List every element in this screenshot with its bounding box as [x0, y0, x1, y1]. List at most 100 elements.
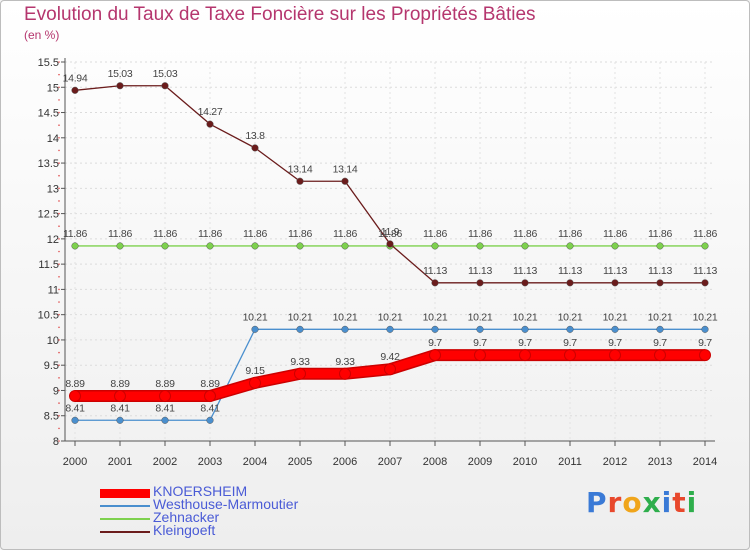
y-minor-dot [58, 364, 60, 367]
data-label: 11.86 [153, 228, 177, 240]
data-point [656, 325, 664, 333]
data-label: 11.86 [693, 228, 717, 240]
y-minor-dot [58, 427, 60, 430]
series-layer [69, 82, 711, 424]
y-minor-dot [58, 326, 60, 329]
y-minor-dot [58, 351, 60, 354]
y-minor-dot [58, 402, 60, 404]
data-point [296, 177, 304, 185]
legend-swatch [100, 488, 150, 498]
data-label: 9.42 [380, 351, 400, 363]
y-minor-dot [58, 250, 60, 253]
data-label: 11.86 [378, 228, 402, 240]
y-minor-dot [58, 162, 60, 164]
data-label: 11.13 [468, 265, 492, 277]
data-label: 11.13 [558, 265, 582, 277]
data-label: 10.21 [378, 311, 403, 323]
y-minor-dot [58, 111, 60, 114]
data-label: 10.21 [603, 311, 628, 323]
x-tick-label: 2000 [63, 456, 87, 468]
data-point [519, 349, 531, 362]
data-point [161, 82, 169, 90]
y-minor-dot [58, 73, 60, 76]
data-point [71, 242, 79, 250]
x-tick-label: 2008 [423, 456, 447, 468]
data-label: 9.33 [290, 356, 310, 368]
y-tick-label: 9.5 [44, 360, 59, 372]
data-label: 10.21 [468, 311, 493, 323]
y-tick-label: 13.5 [38, 158, 59, 170]
legend-swatch [100, 505, 150, 507]
data-label: 13.14 [288, 163, 313, 175]
data-label: 10.21 [333, 311, 358, 323]
data-label: 14.27 [198, 106, 223, 118]
data-label: 9.7 [698, 337, 712, 349]
data-label: 8.41 [200, 402, 220, 414]
data-point [656, 279, 664, 287]
data-point [114, 390, 126, 403]
data-point [476, 242, 484, 250]
y-tick-label: 10 [47, 335, 59, 347]
legend-swatch [100, 518, 150, 520]
data-point [431, 242, 439, 250]
data-point [701, 242, 709, 250]
data-point [69, 390, 81, 403]
y-minor-dot [58, 389, 60, 392]
data-point [116, 242, 124, 250]
y-minor-dot [58, 124, 60, 126]
logo-letter: t [672, 486, 687, 519]
y-minor-dot [58, 339, 60, 341]
data-point [609, 349, 621, 362]
y-tick-label: 15 [47, 82, 59, 94]
x-tick-label: 2010 [513, 456, 537, 468]
y-minor-dot [58, 301, 60, 303]
data-point [294, 367, 306, 380]
data-point [654, 349, 666, 362]
x-tick-label: 2011 [558, 456, 582, 468]
data-label: 11.86 [648, 228, 672, 240]
data-label: 11.13 [648, 265, 672, 277]
data-point [159, 390, 171, 403]
data-point [161, 242, 169, 250]
data-point [474, 349, 486, 362]
data-label: 8.89 [110, 378, 130, 390]
y-minor-dot [58, 149, 60, 152]
legend-label: Westhouse-Marmoutier [153, 496, 299, 512]
y-tick-label: 12 [47, 234, 59, 246]
data-point [431, 279, 439, 287]
data-label: 13.14 [333, 163, 358, 175]
y-minor-dot [58, 275, 60, 278]
logo-letter: r [607, 486, 623, 519]
logo-letter: i [661, 486, 673, 519]
data-point [429, 349, 441, 362]
legend-label: Zehnacker [153, 509, 220, 525]
y-tick-label: 8.5 [44, 411, 59, 423]
data-point [699, 349, 711, 362]
y-minor-dot [58, 61, 60, 63]
data-point [476, 279, 484, 287]
data-label: 11.13 [603, 265, 627, 277]
x-tick-label: 2007 [378, 456, 402, 468]
data-label: 10.21 [693, 311, 718, 323]
x-tick-label: 2005 [288, 456, 312, 468]
data-point [566, 325, 574, 333]
data-point [249, 376, 261, 389]
data-point [341, 242, 349, 250]
x-tick-label: 2006 [333, 456, 357, 468]
y-minor-dot [58, 313, 60, 316]
data-point [476, 325, 484, 333]
data-point [341, 325, 349, 333]
y-tick-label: 13 [47, 183, 59, 195]
data-label: 8.89 [200, 378, 220, 390]
y-minor-dot [58, 137, 60, 139]
y-tick-label: 10.5 [38, 310, 59, 322]
y-minor-dot [58, 86, 60, 89]
data-label: 9.33 [335, 356, 355, 368]
data-label: 11.86 [513, 228, 537, 240]
data-point [566, 279, 574, 287]
data-label: 8.89 [65, 378, 85, 390]
data-label: 8.41 [110, 402, 130, 414]
y-minor-dot [58, 288, 60, 291]
